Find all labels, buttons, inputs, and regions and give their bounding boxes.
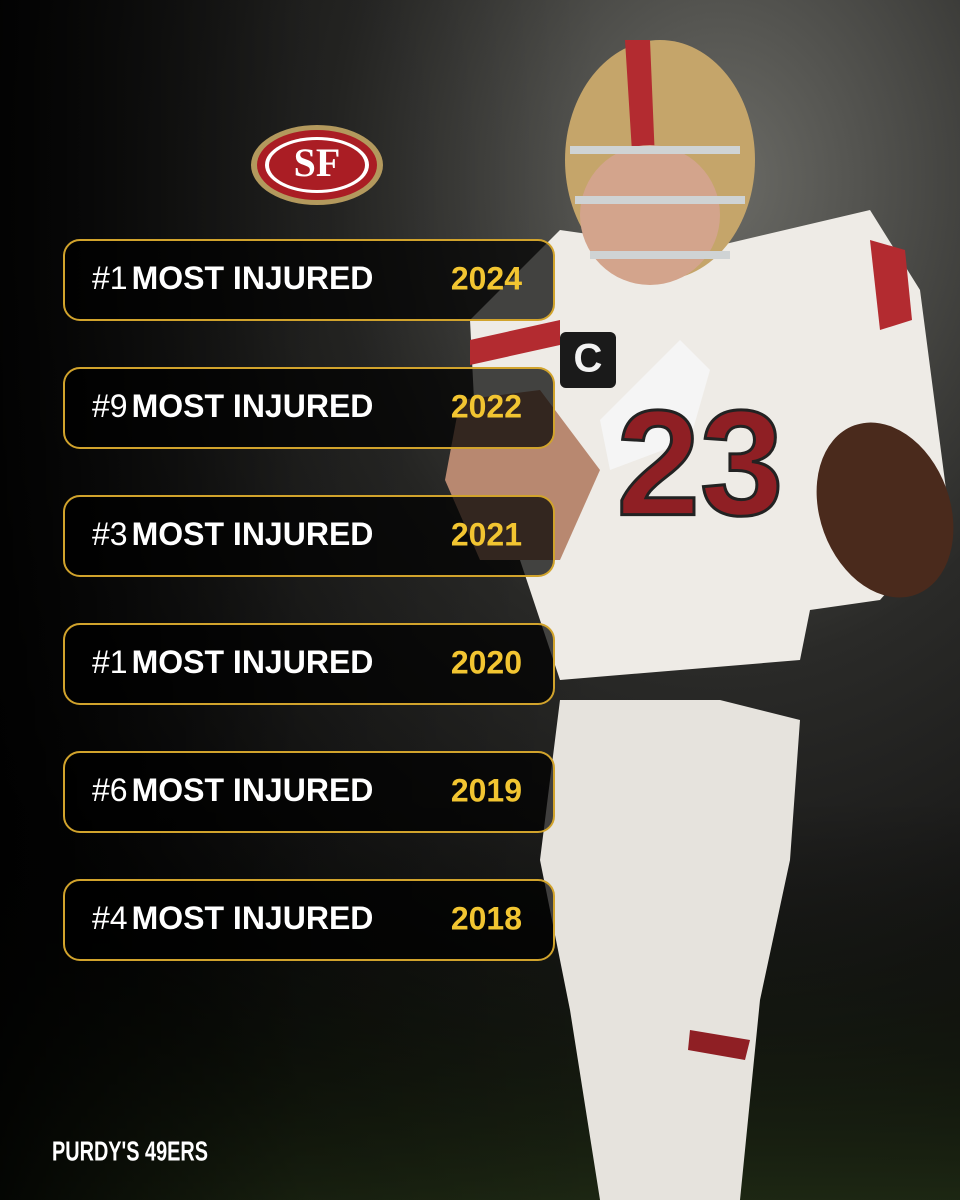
row-text: #1 MOST INJURED — [92, 260, 373, 296]
rows: #1 MOST INJURED 2024#9 MOST INJURED 2022#3 MO… — [63, 239, 555, 961]
stat-row: #9 MOST INJURED 2022 — [63, 367, 555, 449]
footer-brand: PURDY'S 49ERS — [52, 1135, 208, 1166]
label: MOST INJURED — [132, 260, 374, 296]
row-box — [63, 239, 555, 321]
rank: #1 — [92, 260, 128, 296]
row-box — [63, 367, 555, 449]
rank: #3 — [92, 516, 128, 552]
row-box — [63, 751, 555, 833]
jersey — [470, 210, 950, 680]
logo-core — [269, 140, 365, 190]
year: 2022 — [451, 388, 522, 424]
label: MOST INJURED — [132, 772, 374, 808]
football — [816, 422, 954, 598]
row-box — [63, 495, 555, 577]
stat-row: #1 MOST INJURED 2024 — [63, 239, 555, 321]
label: MOST INJURED — [132, 388, 374, 424]
year: 2020 — [451, 644, 522, 680]
logo: SF — [251, 125, 383, 205]
label: MOST INJURED — [132, 900, 374, 936]
row-text: #1 MOST INJURED — [92, 644, 373, 680]
sleeve-stripe — [470, 320, 560, 365]
year: 2018 — [451, 900, 522, 936]
player: 23 C — [445, 40, 954, 1200]
glove — [600, 340, 710, 470]
sleeve-stripe — [870, 240, 912, 330]
stat-row: #4 MOST INJURED 2018 — [63, 879, 555, 961]
facemask — [570, 146, 745, 259]
stat-row: #3 MOST INJURED 2021 — [63, 495, 555, 577]
row-text: #6 MOST INJURED — [92, 772, 373, 808]
rank: #9 — [92, 388, 128, 424]
row-text: #3 MOST INJURED — [92, 516, 373, 552]
row-text: #4 MOST INJURED — [92, 900, 373, 936]
captain-letter: C — [574, 337, 603, 381]
rank: #4 — [92, 900, 128, 936]
face — [580, 145, 720, 285]
label: MOST INJURED — [132, 644, 374, 680]
rank: #6 — [92, 772, 128, 808]
captain-patch — [560, 332, 616, 388]
rank: #1 — [92, 644, 128, 680]
jersey-number: 23 — [617, 379, 784, 547]
logo-text: SF — [294, 140, 341, 185]
stat-row: #6 MOST INJURED 2019 — [63, 751, 555, 833]
row-box — [63, 879, 555, 961]
year: 2019 — [451, 772, 522, 808]
label: MOST INJURED — [132, 516, 374, 552]
year: 2024 — [451, 260, 522, 296]
sock-stripe — [688, 1030, 750, 1060]
year: 2021 — [451, 516, 522, 552]
legs — [540, 700, 800, 1200]
row-box — [63, 623, 555, 705]
stat-row: #1 MOST INJURED 2020 — [63, 623, 555, 705]
row-text: #9 MOST INJURED — [92, 388, 373, 424]
